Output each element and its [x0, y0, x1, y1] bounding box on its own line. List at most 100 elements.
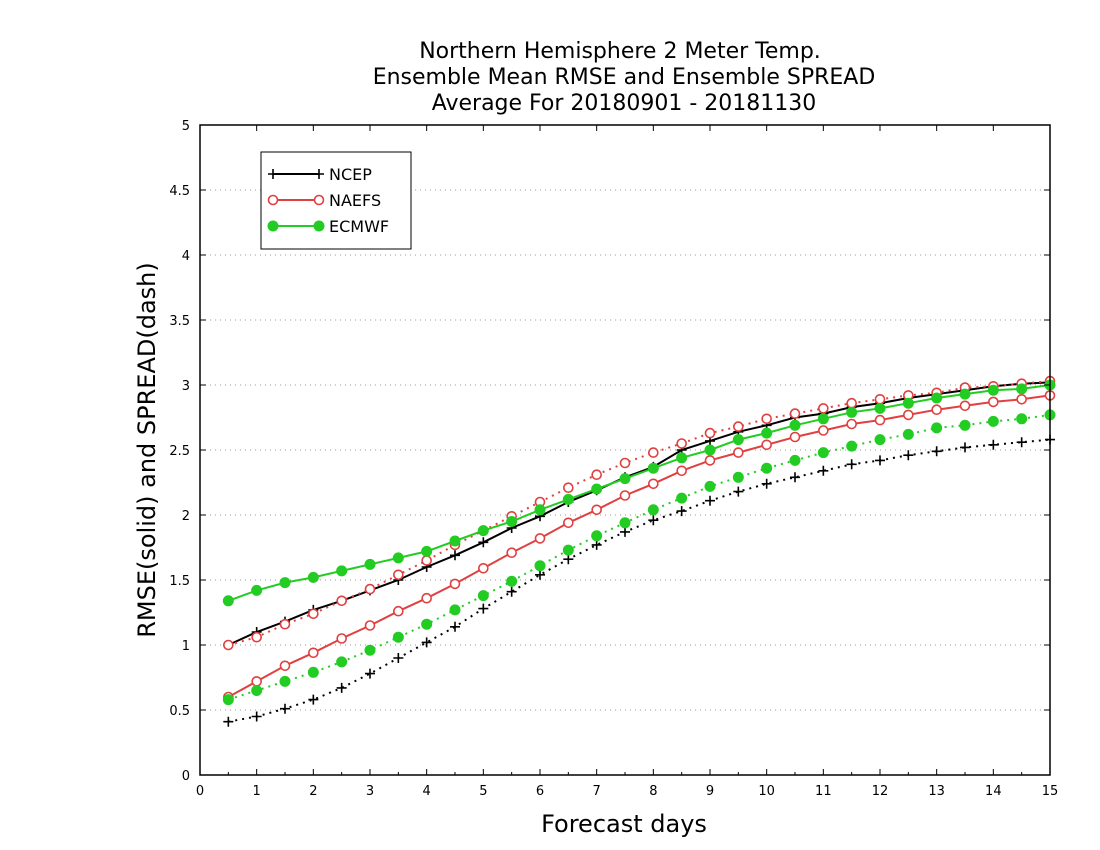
y-tick-label-4: 2 — [182, 509, 190, 524]
series-line-ncep-dotted — [228, 438, 1051, 723]
series-naefs-dotted — [223, 375, 1056, 651]
data-point-ncep-dotted-11 — [535, 569, 545, 580]
y-axis-ticks: 0 0.5 1 1.5 2 2.5 3 3.5 4 4.5 5 — [169, 119, 1050, 784]
data-point-ncep-dotted-20 — [790, 472, 800, 483]
legend-marker-right-naefs — [313, 194, 325, 206]
data-point-ecmwf-dotted-2 — [279, 675, 291, 687]
data-point-ncep-dotted-14 — [620, 526, 630, 537]
data-point-naefs-solid-23 — [874, 414, 886, 426]
data-point-ecmwf-dotted-27 — [987, 415, 999, 427]
data-point-naefs-dotted-13 — [591, 469, 602, 481]
data-point-ncep-dotted-16 — [676, 506, 687, 517]
chart-title-line-2: Ensemble Mean RMSE and Ensemble SPREAD — [373, 65, 876, 90]
data-point-naefs-solid-11 — [534, 533, 546, 544]
data-point-ecmwf-solid-26 — [959, 388, 971, 400]
data-point-ncep-dotted-6 — [393, 653, 404, 663]
data-point-naefs-dotted-20 — [789, 408, 801, 419]
data-point-ecmwf-dotted-15 — [647, 504, 659, 516]
data-point-naefs-solid-4 — [336, 633, 347, 644]
data-point-naefs-solid-12 — [563, 517, 574, 529]
x-tick-label-9: 9 — [706, 784, 714, 799]
data-point-naefs-solid-26 — [959, 400, 971, 412]
data-point-ncep-solid-9 — [478, 537, 489, 548]
data-point-ncep-dotted-23 — [875, 455, 885, 466]
data-point-naefs-solid-16 — [676, 465, 687, 477]
data-point-ecmwf-dotted-3 — [307, 666, 319, 678]
data-point-ecmwf-dotted-5 — [364, 644, 376, 656]
data-point-ecmwf-dotted-22 — [846, 440, 858, 452]
x-tick-label-7: 7 — [593, 784, 601, 799]
data-point-ecmwf-dotted-14 — [619, 517, 631, 529]
data-point-ncep-dotted-4 — [336, 682, 347, 693]
x-axis-label: Forecast days — [541, 810, 707, 838]
data-point-ecmwf-dotted-20 — [789, 454, 801, 466]
data-point-naefs-solid-22 — [846, 418, 857, 430]
data-point-ecmwf-dotted-21 — [817, 447, 829, 459]
x-tick-label-12: 12 — [872, 784, 889, 799]
data-point-ecmwf-solid-28 — [1016, 383, 1028, 395]
data-point-naefs-solid-13 — [591, 504, 602, 516]
data-point-naefs-dotted-6 — [393, 569, 404, 581]
series-ncep-solid — [223, 377, 1055, 650]
data-point-ncep-dotted-5 — [365, 668, 375, 679]
data-point-ncep-dotted-19 — [761, 478, 772, 489]
data-point-ncep-dotted-22 — [846, 459, 857, 470]
data-point-ecmwf-dotted-1 — [251, 685, 263, 696]
y-tick-label-9: 4.5 — [169, 184, 190, 199]
series-line-naefs-dotted — [228, 380, 1051, 646]
chart-title-line-3: Average For 20180901 - 20181130 — [432, 91, 817, 116]
series-line-naefs-solid — [227, 394, 1051, 698]
data-point-naefs-dotted-12 — [563, 482, 574, 494]
data-point-ncep-dotted-0 — [223, 716, 234, 727]
data-point-ecmwf-solid-6 — [392, 552, 404, 564]
data-point-ecmwf-dotted-13 — [591, 530, 603, 542]
x-axis-ticks: 0 1 2 3 4 5 6 7 8 9 10 11 12 13 14 15 — [196, 125, 1058, 799]
data-point-naefs-solid-2 — [279, 660, 291, 672]
data-point-naefs-solid-7 — [421, 592, 432, 604]
data-point-ecmwf-solid-20 — [789, 419, 801, 431]
data-point-naefs-solid-3 — [308, 647, 319, 659]
data-point-naefs-solid-20 — [789, 431, 801, 443]
data-point-ecmwf-solid-9 — [477, 525, 489, 537]
x-tick-label-14: 14 — [985, 784, 1002, 799]
data-point-naefs-dotted-19 — [761, 413, 772, 425]
x-tick-label-4: 4 — [423, 784, 431, 799]
data-point-ecmwf-solid-16 — [676, 452, 688, 464]
data-point-ecmwf-solid-27 — [987, 384, 999, 396]
data-point-ecmwf-solid-21 — [817, 413, 829, 425]
y-tick-label-6: 3 — [182, 379, 190, 394]
data-point-ecmwf-dotted-26 — [959, 419, 971, 431]
data-point-naefs-dotted-14 — [619, 457, 631, 469]
data-point-ecmwf-dotted-8 — [449, 604, 461, 616]
series-line-ncep-solid — [227, 381, 1051, 646]
y-tick-label-3: 1.5 — [169, 574, 190, 589]
series-line-ecmwf-solid — [227, 384, 1051, 602]
data-point-ecmwf-dotted-28 — [1016, 413, 1028, 425]
y-tick-label-7: 3.5 — [169, 314, 190, 329]
data-point-ecmwf-dotted-7 — [421, 618, 433, 630]
legend-marker-right-ecmwf — [313, 220, 325, 232]
legend-marker-left-naefs — [267, 194, 279, 206]
data-point-ecmwf-dotted-25 — [931, 422, 943, 434]
data-point-naefs-dotted-23 — [874, 393, 886, 405]
data-point-naefs-solid-9 — [478, 562, 489, 574]
legend: NCEP NAEFS ECMWF — [260, 151, 412, 250]
data-point-ecmwf-solid-12 — [562, 493, 574, 505]
data-point-ecmwf-dotted-0 — [222, 694, 234, 706]
data-point-ncep-dotted-1 — [251, 711, 262, 722]
data-point-naefs-solid-5 — [364, 620, 376, 631]
data-point-ncep-dotted-15 — [648, 515, 659, 526]
data-point-ecmwf-solid-0 — [222, 595, 234, 607]
data-point-ecmwf-solid-13 — [591, 483, 603, 495]
legend-marker-left-ncep — [268, 169, 278, 179]
data-point-ecmwf-dotted-6 — [392, 631, 404, 643]
data-point-naefs-solid-1 — [251, 676, 262, 687]
data-point-ecmwf-dotted-10 — [506, 575, 518, 587]
x-tick-label-8: 8 — [649, 784, 657, 799]
data-point-ncep-dotted-25 — [931, 446, 942, 457]
data-point-ecmwf-dotted-23 — [874, 434, 886, 446]
data-point-ecmwf-solid-23 — [874, 402, 886, 414]
data-point-naefs-dotted-17 — [704, 427, 716, 439]
legend-label-naefs: NAEFS — [329, 191, 381, 210]
series-ncep-dotted — [223, 434, 1055, 727]
